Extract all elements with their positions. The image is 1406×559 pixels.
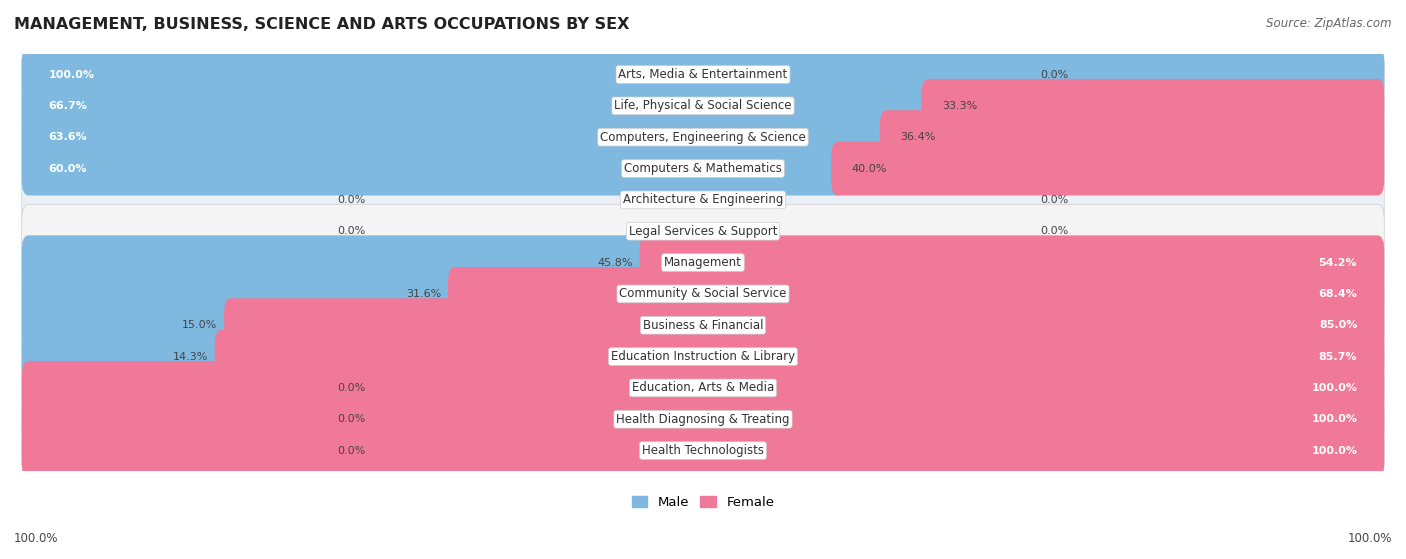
Text: 0.0%: 0.0% — [1040, 226, 1069, 236]
Text: 0.0%: 0.0% — [337, 195, 366, 205]
FancyBboxPatch shape — [215, 330, 1385, 383]
FancyBboxPatch shape — [640, 235, 1385, 290]
Text: Architecture & Engineering: Architecture & Engineering — [623, 193, 783, 206]
FancyBboxPatch shape — [21, 110, 1385, 164]
Text: Health Diagnosing & Treating: Health Diagnosing & Treating — [616, 413, 790, 426]
FancyBboxPatch shape — [21, 330, 1385, 383]
FancyBboxPatch shape — [21, 48, 1385, 101]
Text: 0.0%: 0.0% — [1040, 195, 1069, 205]
FancyBboxPatch shape — [21, 299, 1385, 352]
Text: Education, Arts & Media: Education, Arts & Media — [631, 381, 775, 395]
Text: 66.7%: 66.7% — [49, 101, 87, 111]
Text: 0.0%: 0.0% — [337, 383, 366, 393]
Text: Source: ZipAtlas.com: Source: ZipAtlas.com — [1267, 17, 1392, 30]
FancyBboxPatch shape — [21, 392, 1385, 446]
Text: 100.0%: 100.0% — [1312, 446, 1357, 456]
Text: 63.6%: 63.6% — [49, 132, 87, 142]
Legend: Male, Female: Male, Female — [626, 491, 780, 514]
Text: Computers & Mathematics: Computers & Mathematics — [624, 162, 782, 175]
FancyBboxPatch shape — [921, 79, 1385, 133]
FancyBboxPatch shape — [831, 141, 1385, 196]
Text: 36.4%: 36.4% — [900, 132, 935, 142]
FancyBboxPatch shape — [21, 267, 461, 321]
Text: 100.0%: 100.0% — [1312, 383, 1357, 393]
Text: 33.3%: 33.3% — [942, 101, 977, 111]
FancyBboxPatch shape — [21, 79, 935, 133]
FancyBboxPatch shape — [21, 424, 1385, 477]
FancyBboxPatch shape — [21, 141, 845, 196]
Text: 0.0%: 0.0% — [337, 226, 366, 236]
Text: Business & Financial: Business & Financial — [643, 319, 763, 331]
FancyBboxPatch shape — [880, 110, 1385, 164]
Text: Computers, Engineering & Science: Computers, Engineering & Science — [600, 131, 806, 144]
FancyBboxPatch shape — [21, 330, 228, 383]
Text: 60.0%: 60.0% — [49, 164, 87, 173]
FancyBboxPatch shape — [21, 79, 1385, 133]
FancyBboxPatch shape — [21, 299, 238, 352]
FancyBboxPatch shape — [21, 204, 1385, 258]
FancyBboxPatch shape — [21, 173, 1385, 227]
FancyBboxPatch shape — [21, 424, 1385, 477]
FancyBboxPatch shape — [21, 141, 1385, 196]
FancyBboxPatch shape — [21, 110, 893, 164]
Text: Management: Management — [664, 256, 742, 269]
Text: Education Instruction & Library: Education Instruction & Library — [612, 350, 794, 363]
Text: 15.0%: 15.0% — [183, 320, 218, 330]
FancyBboxPatch shape — [21, 235, 652, 290]
FancyBboxPatch shape — [21, 48, 1385, 101]
Text: 100.0%: 100.0% — [49, 69, 94, 79]
Text: Community & Social Service: Community & Social Service — [619, 287, 787, 300]
Text: 85.7%: 85.7% — [1319, 352, 1357, 362]
Text: 54.2%: 54.2% — [1319, 258, 1357, 268]
Text: 0.0%: 0.0% — [337, 414, 366, 424]
Text: 45.8%: 45.8% — [598, 258, 633, 268]
Text: 40.0%: 40.0% — [852, 164, 887, 173]
Text: 0.0%: 0.0% — [1040, 69, 1069, 79]
FancyBboxPatch shape — [21, 392, 1385, 446]
Text: 31.6%: 31.6% — [406, 289, 441, 299]
Text: Life, Physical & Social Science: Life, Physical & Social Science — [614, 100, 792, 112]
Text: 100.0%: 100.0% — [1312, 414, 1357, 424]
Text: 100.0%: 100.0% — [1347, 532, 1392, 545]
Text: Health Technologists: Health Technologists — [643, 444, 763, 457]
Text: Arts, Media & Entertainment: Arts, Media & Entertainment — [619, 68, 787, 81]
Text: 0.0%: 0.0% — [337, 446, 366, 456]
FancyBboxPatch shape — [21, 267, 1385, 321]
Text: Legal Services & Support: Legal Services & Support — [628, 225, 778, 238]
Text: 68.4%: 68.4% — [1319, 289, 1357, 299]
Text: 14.3%: 14.3% — [173, 352, 208, 362]
FancyBboxPatch shape — [21, 361, 1385, 415]
FancyBboxPatch shape — [21, 361, 1385, 415]
FancyBboxPatch shape — [224, 299, 1385, 352]
Text: 100.0%: 100.0% — [14, 532, 59, 545]
FancyBboxPatch shape — [449, 267, 1385, 321]
Text: 85.0%: 85.0% — [1319, 320, 1357, 330]
FancyBboxPatch shape — [21, 235, 1385, 290]
Text: MANAGEMENT, BUSINESS, SCIENCE AND ARTS OCCUPATIONS BY SEX: MANAGEMENT, BUSINESS, SCIENCE AND ARTS O… — [14, 17, 630, 32]
